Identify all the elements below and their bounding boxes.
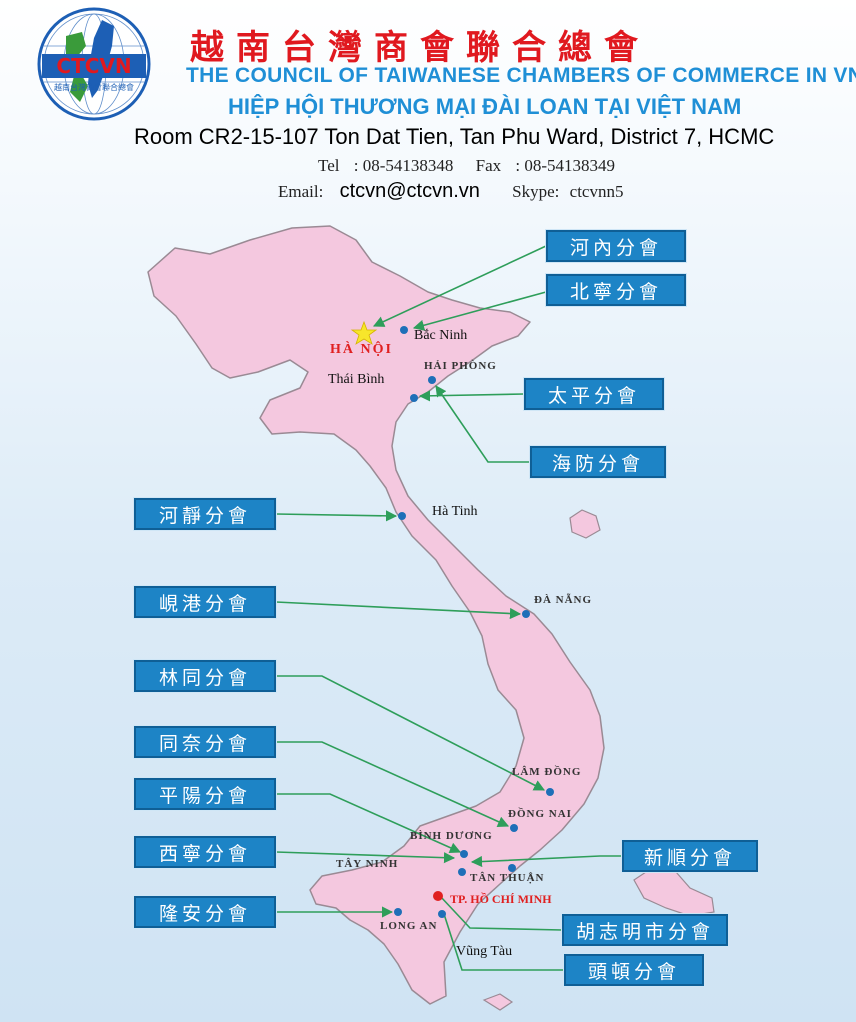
arrow-tayninh [275, 851, 456, 864]
arrow-vungtau [443, 913, 564, 971]
title-vietnamese: HIỆP HỘI THƯƠNG MẠI ĐÀI LOAN TẠI VIỆT NA… [228, 94, 742, 119]
city-label-tanthuan: TÂN THUẬN [470, 872, 545, 884]
arrow-tanthuan [470, 855, 622, 868]
branch-hatinh[interactable]: 河靜分會 [134, 498, 276, 530]
dot-danang [522, 610, 530, 618]
title-chinese: 越南台灣商會聯合總會 [190, 28, 650, 68]
city-label-haiphong: HẢI PHÒNG [424, 360, 497, 372]
logo-subtext: 越南台灣商會聯合總會 [54, 82, 134, 92]
arrow-hatinh [275, 510, 398, 522]
branch-hcmc[interactable]: 胡志明市分會 [562, 914, 728, 946]
email-row: Email: ctcvn@ctcvn.vn Skype: ctcvnn5 [278, 180, 623, 203]
dot-dongnai [510, 824, 518, 832]
city-label-hanoi: HÀ NỘI [330, 342, 393, 357]
branch-tanthuan[interactable]: 新順分會 [622, 840, 758, 872]
arrow-hcmc [439, 895, 563, 931]
branch-longan[interactable]: 隆安分會 [134, 896, 276, 928]
city-label-bacninh: Bắc Ninh [414, 328, 468, 343]
branch-tayninh[interactable]: 西寧分會 [134, 836, 276, 868]
dot-vungtau [438, 910, 446, 918]
arrow-haiphong [435, 385, 530, 463]
branch-vungtau[interactable]: 頭頓分會 [564, 954, 704, 986]
email-link[interactable]: ctcvn@ctcvn.vn [339, 180, 480, 202]
vietnam-landmass [147, 225, 605, 1005]
island-group [633, 867, 715, 917]
branch-haiphong[interactable]: 海防分會 [530, 446, 666, 478]
arrow-dongnai [276, 741, 510, 827]
arrow-danang [275, 601, 522, 620]
fax-value: : 08-54138349 [515, 156, 615, 175]
ctcvn-logo: CTCVN 越南台灣商會聯合總會 [37, 7, 151, 121]
tel-value: : 08-54138348 [353, 156, 454, 175]
branch-hanoi[interactable]: 河內分會 [546, 230, 686, 262]
dot-tayninh [458, 868, 466, 876]
dot-thaibinh [410, 394, 418, 402]
branch-lamdong[interactable]: 林同分會 [134, 660, 276, 692]
dot-bacninh [400, 326, 408, 334]
skype-value: ctcvnn5 [569, 182, 624, 201]
city-label-hcmc: TP. HỒ CHÍ MINH [450, 892, 552, 906]
city-label-longan: LONG AN [380, 920, 438, 932]
logo-text: CTCVN [56, 54, 131, 78]
address: Room CR2-15-107 Ton Dat Tien, Tan Phu Wa… [134, 124, 775, 149]
email-label: Email: [278, 182, 324, 201]
city-label-tayninh: TÂY NINH [336, 858, 399, 870]
tel-label: Tel [318, 156, 340, 175]
city-label-lamdong: LÂM ĐỒNG [512, 766, 582, 778]
city-label-dongnai: ĐỒNG NAI [508, 808, 572, 820]
branch-thaibinh[interactable]: 太平分會 [524, 378, 664, 410]
island-group [482, 993, 514, 1011]
dot-hatinh [398, 512, 406, 520]
arrow-thaibinh [418, 390, 525, 402]
arrow-hanoi [372, 245, 547, 327]
branch-dongnai[interactable]: 同奈分會 [134, 726, 276, 758]
city-label-binhduong: BÌNH DƯƠNG [410, 830, 493, 842]
island-group [569, 509, 601, 539]
branch-bacninh[interactable]: 北寧分會 [546, 274, 686, 306]
city-label-hatinh: Hà Tinh [432, 504, 478, 519]
city-label-danang: ĐÀ NẴNG [534, 594, 593, 606]
arrow-binhduong [276, 793, 462, 854]
title-english: THE COUNCIL OF TAIWANESE CHAMBERS OF COM… [186, 64, 856, 87]
hanoi-star-icon [350, 320, 378, 345]
dot-longan [394, 908, 402, 916]
skype-label: Skype: [512, 182, 560, 201]
dot-haiphong [428, 376, 436, 384]
dot-hcmc [433, 891, 443, 901]
dot-binhduong [460, 850, 468, 858]
arrow-bacninh [412, 291, 547, 331]
city-label-vungtau: Vũng Tàu [456, 944, 513, 959]
tel-row: Tel : 08-54138348 Fax : 08-54138349 [318, 156, 615, 176]
branch-binhduong[interactable]: 平陽分會 [134, 778, 276, 810]
arrow-lamdong [276, 675, 545, 791]
city-label-thaibinh: Thái Bình [328, 372, 385, 387]
dot-tanthuan [508, 864, 516, 872]
dot-lamdong [546, 788, 554, 796]
fax-label: Fax [475, 156, 502, 175]
branch-danang[interactable]: 峴港分會 [134, 586, 276, 618]
